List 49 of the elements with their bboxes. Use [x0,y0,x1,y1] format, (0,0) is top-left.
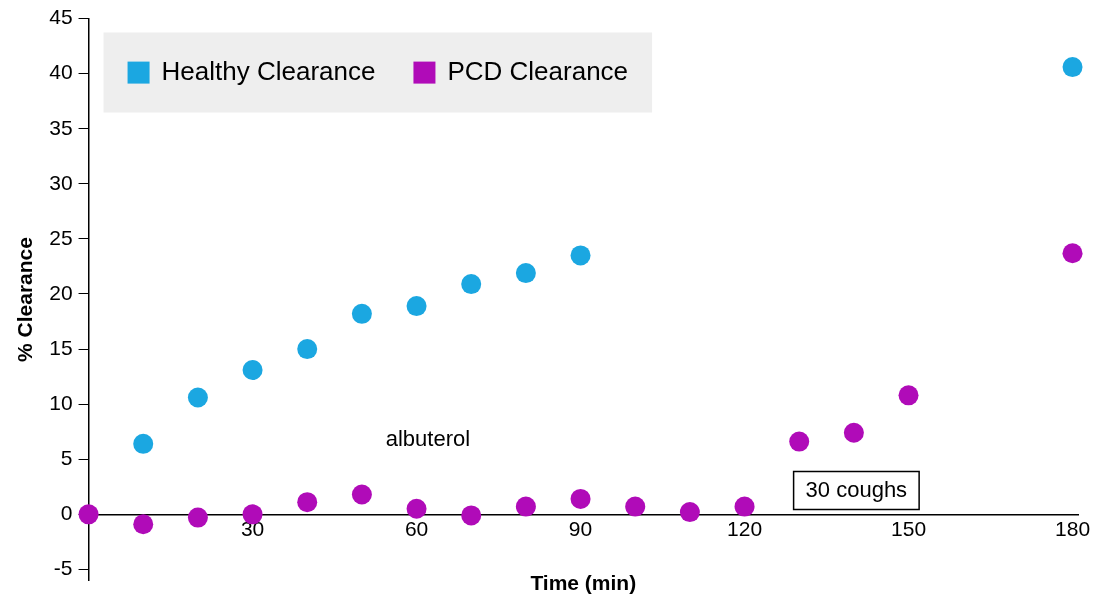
point [406,296,427,317]
x-tick-label: 180 [1055,516,1091,540]
point [515,496,536,517]
x-tick-label: 150 [891,516,927,540]
point [133,514,154,535]
point [351,484,372,505]
point [570,488,591,509]
y-tick-label: 0 [60,501,73,525]
y-tick-label: 25 [49,225,73,249]
y-tick-label: 45 [49,5,73,29]
point [406,498,427,519]
point [843,422,864,443]
annotation: albuterol [385,426,471,452]
point [570,245,591,266]
point [351,303,372,324]
legend-label: PCD Clearance [447,55,629,86]
x-tick-label: 90 [568,516,593,540]
y-tick-label: 20 [49,280,73,304]
x-tick-label: 30 [240,516,265,540]
point [297,492,318,513]
y-tick-label: 40 [49,60,73,84]
y-tick-label: 10 [49,390,73,414]
legend-label: Healthy Clearance [161,55,376,86]
point [789,431,810,452]
x-tick-label: 120 [727,516,763,540]
point [187,507,208,528]
annotation: 30 coughs [805,476,908,502]
point [133,433,154,454]
point [461,274,482,295]
y-tick-label: 30 [49,170,73,194]
y-tick-label: 5 [60,446,73,470]
point [297,339,318,360]
y-tick-label: 15 [49,335,73,359]
x-tick-label: 60 [404,516,429,540]
point [679,502,700,523]
y-tick-label: -5 [53,556,73,580]
point [78,504,99,525]
point [187,387,208,408]
point [515,263,536,284]
point [461,505,482,526]
point [242,360,263,380]
point [625,496,646,517]
x-axis-title: Time (min) [530,571,637,594]
point [898,385,919,406]
point [1062,243,1083,264]
y-tick-label: 35 [49,115,73,139]
y-axis-title: % Clearance [13,237,37,362]
point [734,496,755,517]
point [1062,57,1083,78]
